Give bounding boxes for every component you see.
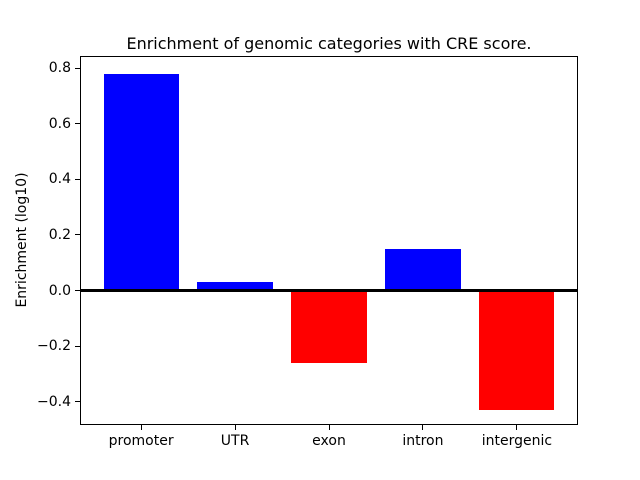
x-tick-label-promoter: promoter [108, 433, 174, 449]
y-tick-mark [75, 290, 80, 292]
y-tick-label: 0.6 [48, 115, 71, 132]
y-tick-label: −0.4 [37, 393, 71, 410]
chart-title: Enrichment of genomic categories with CR… [126, 34, 532, 53]
x-tick-label-exon: exon [312, 433, 346, 449]
x-tick-mark [140, 425, 142, 430]
x-tick-mark [234, 425, 236, 430]
y-tick-mark [75, 345, 80, 347]
bar-UTR [197, 282, 273, 291]
x-tick-mark [516, 425, 518, 430]
y-tick-label: 0.0 [48, 282, 71, 299]
x-tick-label-intron: intron [402, 433, 444, 449]
zero-baseline [81, 289, 577, 293]
y-tick-mark [75, 401, 80, 403]
axes-border [80, 56, 578, 425]
x-tick-label-UTR: UTR [220, 433, 250, 449]
y-tick-label: 0.4 [48, 171, 71, 188]
y-tick-mark [75, 67, 80, 69]
bar-intergenic [479, 290, 555, 411]
y-tick-label: 0.2 [48, 226, 71, 243]
bar-promoter [103, 73, 179, 291]
y-tick-label: 0.8 [48, 60, 71, 77]
y-tick-mark [75, 123, 80, 125]
x-tick-mark [422, 425, 424, 430]
y-tick-label: −0.2 [37, 338, 71, 355]
x-tick-label-intergenic: intergenic [481, 433, 553, 449]
y-tick-mark [75, 234, 80, 236]
x-tick-mark [328, 425, 330, 430]
bar-intron [385, 248, 461, 291]
bar-exon [291, 290, 367, 363]
y-tick-mark [75, 178, 80, 180]
